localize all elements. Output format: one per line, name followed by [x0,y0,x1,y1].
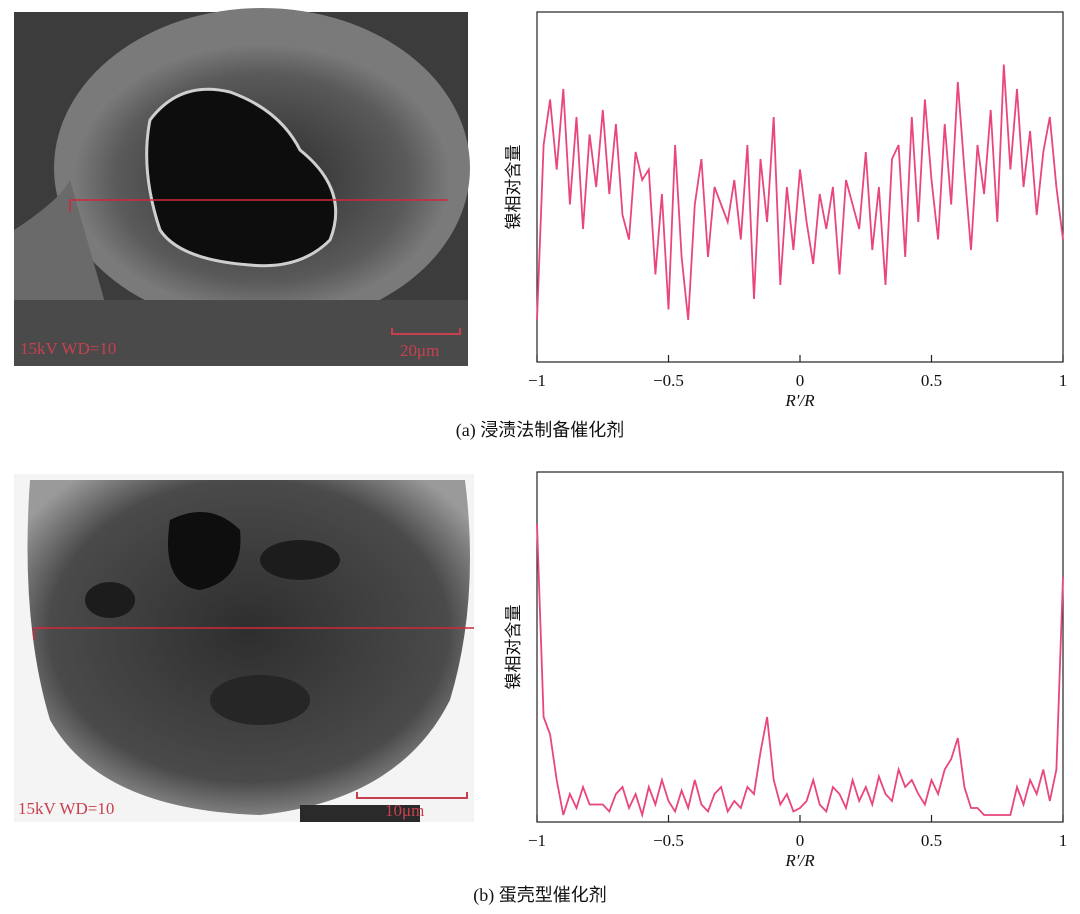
sem-image [14,8,470,366]
x-tick-label: 0 [796,831,805,850]
sem-image [14,474,474,822]
y-axis-label: 镍相对含量 [504,145,524,230]
x-tick-label: 0 [796,371,805,390]
image-annotation: 15kV WD=10 [18,799,114,818]
panel-caption: (a) 浸渍法制备催化剂 [456,420,624,441]
x-tick-label: 0.5 [921,371,942,390]
x-tick-label: 1 [1059,371,1068,390]
plot-frame [536,471,1064,823]
panel-caption: (b) 蛋壳型催化剂 [473,885,607,906]
data-line [536,524,1064,819]
image-annotation: 20μm [400,341,439,360]
y-axis-label: 镍相对含量 [504,605,524,690]
data-line [536,64,1064,321]
x-tick-label: −0.5 [653,831,684,850]
x-axis-label: R′/R [784,851,815,870]
x-tick-label: −1 [528,371,546,390]
image-annotation: 10μm [385,801,424,820]
x-tick-label: −1 [528,831,546,850]
x-tick-label: 0.5 [921,831,942,850]
x-tick-label: −0.5 [653,371,684,390]
x-tick-label: 1 [1059,831,1068,850]
x-axis-label: R′/R [784,391,815,410]
image-annotation: 15kV WD=10 [20,339,116,358]
